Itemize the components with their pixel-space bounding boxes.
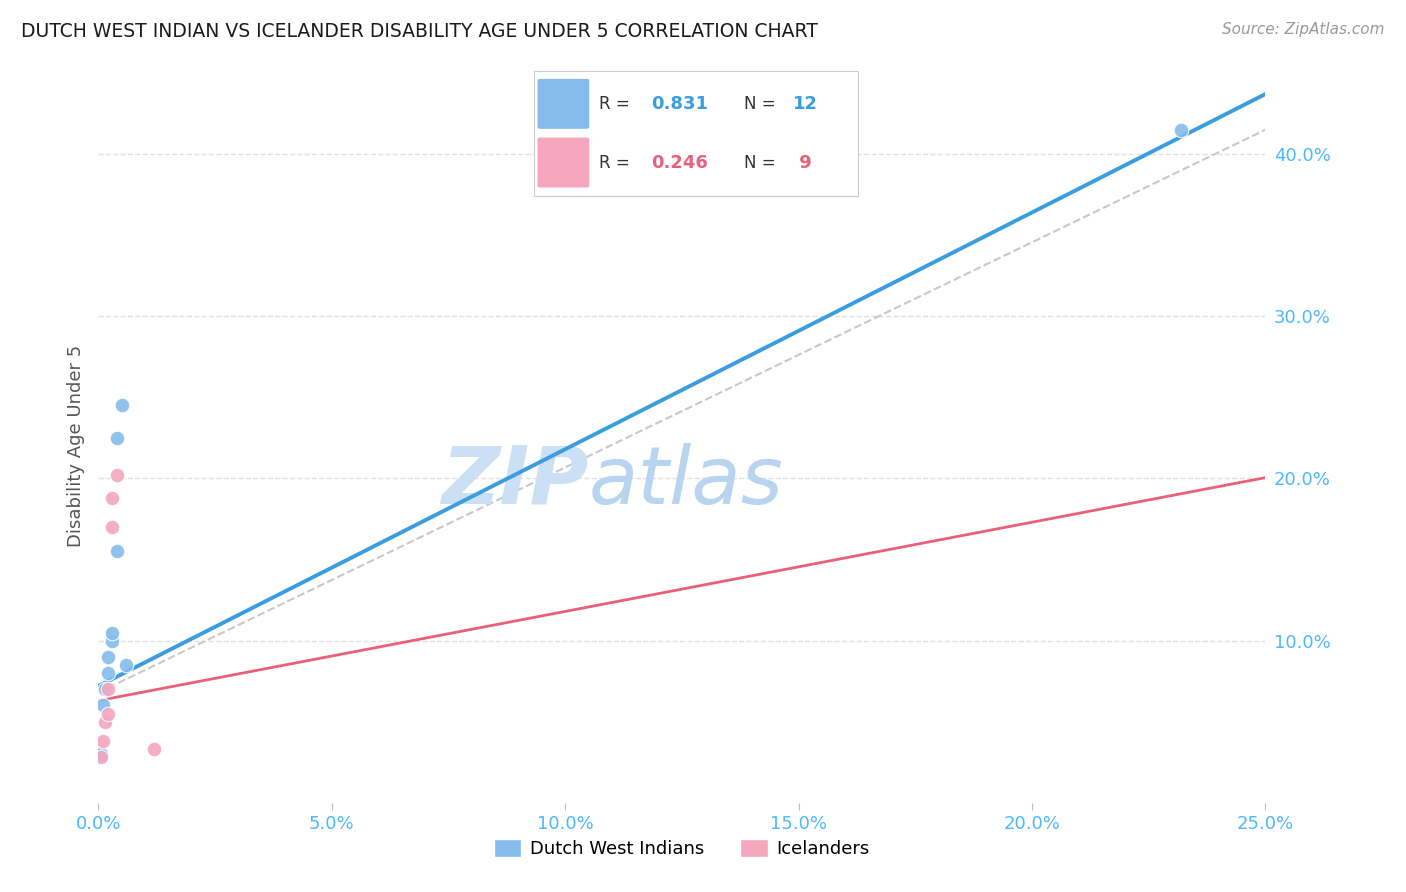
Text: N =: N = <box>745 95 776 112</box>
Text: 9: 9 <box>793 153 811 171</box>
Point <box>90 750 112 764</box>
Legend: Dutch West Indians, Icelanders: Dutch West Indians, Icelanders <box>486 831 877 865</box>
Point <box>97 666 120 681</box>
Text: ZIP: ZIP <box>441 442 589 521</box>
Point <box>105 544 128 558</box>
Y-axis label: Disability Age Under 5: Disability Age Under 5 <box>66 345 84 547</box>
Point <box>91 698 114 713</box>
FancyBboxPatch shape <box>537 137 589 187</box>
Point <box>90 747 112 761</box>
Point <box>101 491 124 505</box>
FancyBboxPatch shape <box>537 78 589 128</box>
Point <box>94 682 117 697</box>
Point <box>101 520 124 534</box>
Text: DUTCH WEST INDIAN VS ICELANDER DISABILITY AGE UNDER 5 CORRELATION CHART: DUTCH WEST INDIAN VS ICELANDER DISABILIT… <box>21 22 818 41</box>
Point <box>101 625 124 640</box>
Point <box>111 399 134 413</box>
Point <box>105 468 128 483</box>
Point <box>143 742 166 756</box>
Text: Source: ZipAtlas.com: Source: ZipAtlas.com <box>1222 22 1385 37</box>
Text: atlas: atlas <box>589 442 783 521</box>
Point <box>1170 122 1192 136</box>
Point <box>94 714 117 729</box>
Point <box>97 682 120 697</box>
Text: 0.831: 0.831 <box>651 95 707 112</box>
Point <box>115 657 138 672</box>
Text: R =: R = <box>599 153 630 171</box>
Point <box>97 649 120 664</box>
Text: N =: N = <box>745 153 776 171</box>
Text: 0.246: 0.246 <box>651 153 707 171</box>
Point <box>91 734 114 748</box>
Point <box>101 633 124 648</box>
Point <box>97 706 120 721</box>
Point <box>105 431 128 445</box>
Text: 12: 12 <box>793 95 818 112</box>
Text: R =: R = <box>599 95 630 112</box>
